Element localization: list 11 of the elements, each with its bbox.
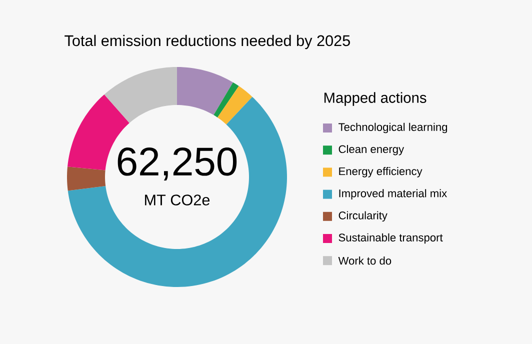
legend-label: Improved material mix: [339, 189, 447, 200]
legend-label: Clean energy: [338, 144, 404, 156]
chart-title: Total emission reductions needed by 2025: [64, 34, 350, 50]
text: MT CO2e: [145, 194, 210, 206]
legend-label: Sustainable transport: [338, 233, 443, 244]
legend-label: Technological learning: [338, 122, 448, 134]
legend-label: Work to do: [338, 256, 392, 265]
legend-label: Energy efficiency: [339, 167, 422, 178]
text: 62,250: [118, 147, 237, 181]
legend-title: Mapped actions: [324, 92, 426, 106]
legend-label: Circularity: [338, 211, 388, 222]
